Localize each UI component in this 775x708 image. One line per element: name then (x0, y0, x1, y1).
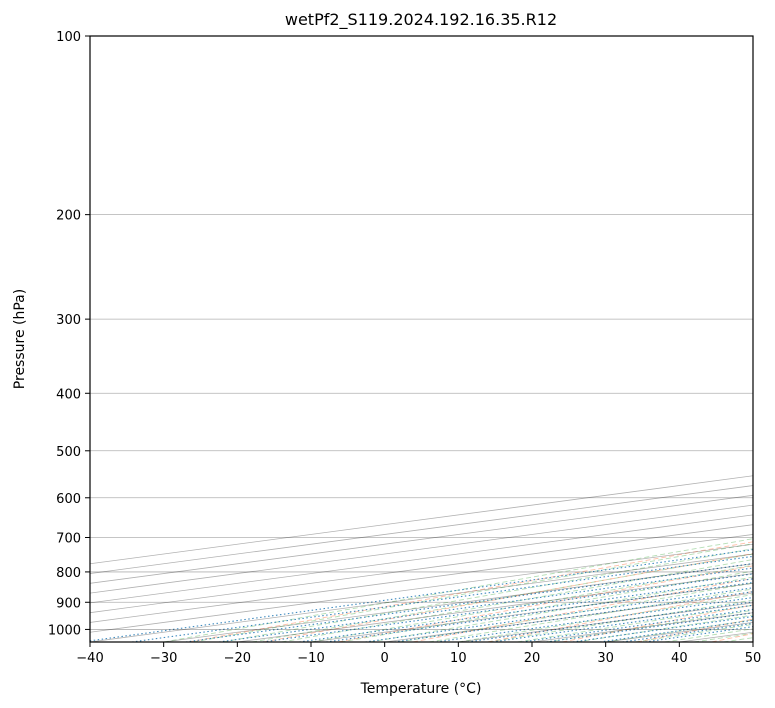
x-tick-label: 50 (745, 651, 762, 666)
isotherm-line (90, 475, 753, 565)
isotherm-line (90, 514, 753, 604)
mixing-ratio-line (467, 601, 753, 642)
moist-adiabat-line (399, 582, 753, 642)
moist-adiabat-line (340, 570, 753, 642)
mixing-ratio-line (546, 612, 753, 642)
grid-lines (90, 36, 753, 642)
plot-frame (89, 35, 754, 643)
isotherm-line (90, 485, 753, 574)
y-tick-label: 800 (56, 566, 81, 581)
x-tick-label: −20 (224, 651, 251, 666)
mixing-ratio-line (131, 555, 753, 642)
y-tick-label: 1000 (48, 623, 81, 638)
y-tick-label: 300 (56, 313, 81, 328)
mixing-ratio-lines (90, 549, 753, 642)
moist-adiabat-line (222, 548, 753, 642)
x-axis-label: Temperature (°C) (360, 681, 482, 697)
x-tick-label: −40 (76, 651, 103, 666)
moist-adiabat-line (163, 538, 753, 642)
dry-adiabat-line (263, 553, 753, 642)
mixing-ratio-line (90, 549, 753, 642)
dry-adiabat-line (487, 591, 753, 642)
chart-title: wetPf2_S119.2024.192.16.35.R12 (285, 10, 557, 30)
dry-adiabat-line (412, 577, 753, 642)
y-axis-label: Pressure (hPa) (12, 289, 28, 389)
isotherm-line (90, 524, 753, 614)
isotherm-line (90, 494, 753, 584)
y-tick-label: 200 (56, 209, 81, 224)
moist-adiabat-line (193, 543, 753, 642)
y-tick-label: 600 (56, 492, 81, 507)
x-tick-label: 0 (381, 651, 389, 666)
mixing-ratio-line (436, 597, 753, 642)
y-tick-label: 400 (56, 387, 81, 402)
isotherm-line (90, 504, 753, 594)
x-tick-label: 10 (450, 651, 467, 666)
y-tick-label: 900 (56, 596, 81, 611)
y-tick-label: 100 (56, 30, 81, 45)
x-tick-label: 20 (524, 651, 541, 666)
isotherm-line (90, 534, 753, 623)
mixing-ratio-line (492, 604, 753, 642)
x-tick-label: −10 (297, 651, 324, 666)
moist-adiabat-line (458, 594, 753, 642)
x-tick-label: 30 (597, 651, 614, 666)
x-tick-label: −30 (150, 651, 177, 666)
y-tick-label: 700 (56, 532, 81, 547)
axis-ticks: −40 −30 −20 −10 0 10 20 30 40 50 1000 900 800 700 600 5… (48, 30, 761, 666)
y-tick-label: 500 (56, 445, 81, 460)
mixing-ratio-line (522, 608, 753, 642)
dry-adiabats (188, 541, 753, 642)
x-tick-label: 40 (671, 651, 688, 666)
